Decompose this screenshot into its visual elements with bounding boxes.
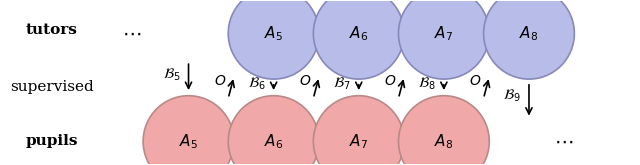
Text: $A_{5}$: $A_{5}$ xyxy=(179,132,198,151)
Text: $\mathcal{B}_{7}$: $\mathcal{B}_{7}$ xyxy=(333,76,351,92)
Text: $O$: $O$ xyxy=(214,74,226,88)
Ellipse shape xyxy=(228,0,319,79)
Text: $A_{7}$: $A_{7}$ xyxy=(349,132,368,151)
Text: $\cdots$: $\cdots$ xyxy=(554,132,573,151)
Text: $A_{5}$: $A_{5}$ xyxy=(264,24,283,43)
Ellipse shape xyxy=(314,96,404,165)
Ellipse shape xyxy=(143,96,234,165)
Text: $O$: $O$ xyxy=(469,74,481,88)
Text: tutors: tutors xyxy=(26,23,77,37)
Text: $\cdots$: $\cdots$ xyxy=(122,24,141,43)
Text: $A_{6}$: $A_{6}$ xyxy=(264,132,284,151)
Ellipse shape xyxy=(228,96,319,165)
Text: $A_{7}$: $A_{7}$ xyxy=(435,24,453,43)
Text: $\mathcal{B}_9$: $\mathcal{B}_9$ xyxy=(503,87,521,104)
Text: $A_{8}$: $A_{8}$ xyxy=(519,24,539,43)
Text: $A_{6}$: $A_{6}$ xyxy=(349,24,369,43)
Text: $O$: $O$ xyxy=(299,74,311,88)
Ellipse shape xyxy=(484,0,574,79)
Text: $\mathcal{B}_{8}$: $\mathcal{B}_{8}$ xyxy=(418,76,436,92)
Ellipse shape xyxy=(399,96,489,165)
Text: $\mathcal{B}_5$: $\mathcal{B}_5$ xyxy=(163,67,180,83)
Text: $\mathcal{B}_{6}$: $\mathcal{B}_{6}$ xyxy=(248,76,266,92)
Text: $O$: $O$ xyxy=(384,74,396,88)
Text: $A_{8}$: $A_{8}$ xyxy=(434,132,454,151)
Text: pupils: pupils xyxy=(26,134,78,148)
Ellipse shape xyxy=(399,0,489,79)
Ellipse shape xyxy=(314,0,404,79)
Text: supervised: supervised xyxy=(10,80,93,94)
